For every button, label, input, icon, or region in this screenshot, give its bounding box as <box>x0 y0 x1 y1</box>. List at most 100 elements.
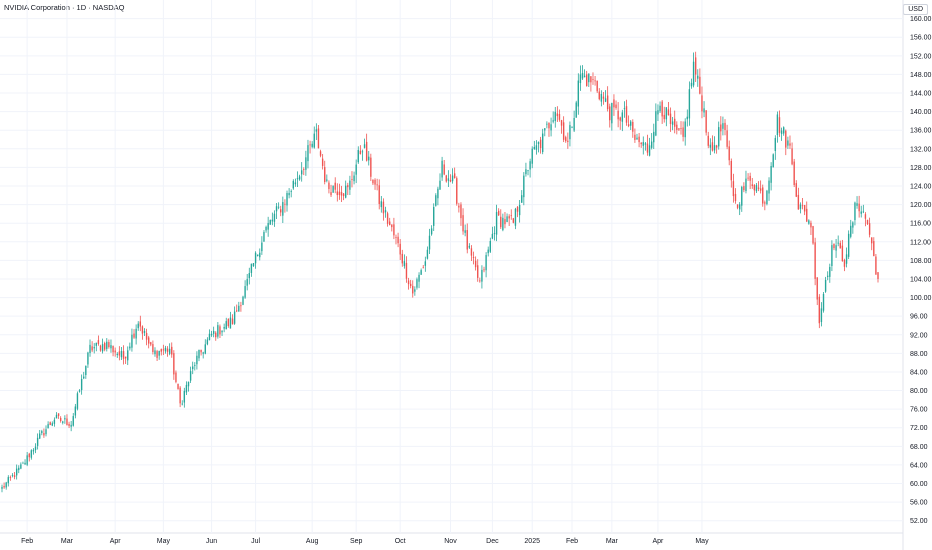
candle <box>734 188 737 204</box>
candle-body <box>97 340 100 344</box>
candle <box>51 421 53 427</box>
candle <box>49 421 51 426</box>
candle-body <box>856 203 858 206</box>
candle-body <box>269 220 271 225</box>
candle-body <box>646 143 649 153</box>
candle <box>290 189 292 198</box>
candle-body <box>755 185 758 192</box>
candle <box>300 162 303 182</box>
candle <box>11 473 14 478</box>
candle <box>451 168 454 184</box>
candle <box>426 246 429 260</box>
candle-body <box>724 122 726 131</box>
candle-body <box>774 138 777 151</box>
candle <box>554 106 556 128</box>
candle-body <box>150 342 152 345</box>
candle-body <box>349 180 351 190</box>
candle-body <box>103 343 106 350</box>
candle <box>265 225 267 233</box>
candle <box>401 249 403 267</box>
candle-body <box>217 325 219 337</box>
candle-body <box>152 344 154 353</box>
candle <box>3 482 5 489</box>
candle <box>799 202 802 214</box>
candle-body <box>718 127 720 147</box>
candle <box>862 204 865 214</box>
candle <box>334 177 336 194</box>
candle <box>812 225 814 245</box>
candle-body <box>556 113 559 117</box>
candle-body <box>265 226 267 231</box>
candle-body <box>177 383 179 389</box>
y-tick-label: 96.00 <box>910 314 928 321</box>
candle <box>30 449 33 460</box>
candle <box>91 341 93 353</box>
candle <box>638 133 640 148</box>
candle-body <box>487 249 489 254</box>
candle-body <box>579 74 582 84</box>
candle <box>741 185 743 212</box>
candle-body <box>34 446 37 451</box>
candle <box>370 153 372 182</box>
candle <box>776 111 779 143</box>
candle-body <box>697 75 699 79</box>
candle-body <box>108 342 110 348</box>
candle <box>852 221 854 234</box>
candle <box>428 228 431 254</box>
candle-body <box>703 108 705 113</box>
candle <box>43 428 45 438</box>
candle-body <box>824 279 827 292</box>
candle-body <box>382 201 385 214</box>
candle-body <box>759 188 762 191</box>
chart-title: NVIDIA Corporation · 1D · NASDAQ <box>4 3 125 12</box>
candle <box>147 335 150 349</box>
candle <box>309 140 311 154</box>
candle <box>732 173 735 203</box>
candle-body <box>789 143 791 146</box>
candle <box>749 172 751 190</box>
candle-body <box>181 403 183 405</box>
candle <box>674 110 676 134</box>
candle <box>152 340 154 355</box>
candle-body <box>1 486 3 489</box>
currency-label[interactable]: USD <box>903 4 928 15</box>
candle-body <box>816 277 818 300</box>
candle <box>808 219 810 225</box>
candle <box>114 347 116 357</box>
candle <box>99 344 102 352</box>
candle-body <box>292 180 295 189</box>
candle <box>460 202 462 226</box>
candle-body <box>223 326 225 329</box>
candle <box>256 254 259 257</box>
candle <box>621 109 624 132</box>
candle-body <box>160 349 162 352</box>
candle-body <box>447 178 450 181</box>
candle <box>9 475 12 481</box>
candle-body <box>753 184 756 191</box>
candle-body <box>357 149 359 163</box>
candle <box>648 137 651 157</box>
candle <box>816 277 818 306</box>
candle-body <box>238 305 240 312</box>
candle <box>688 81 691 126</box>
candle-body <box>585 74 588 87</box>
candle-body <box>546 123 548 125</box>
candle-body <box>749 175 751 181</box>
candle-body <box>267 223 269 230</box>
candle <box>866 219 869 225</box>
candle-body <box>854 202 856 221</box>
candle <box>443 160 445 176</box>
candle <box>565 135 567 143</box>
candle-body <box>78 390 81 392</box>
candle-body <box>3 486 5 488</box>
candle <box>212 326 215 338</box>
candle-body <box>168 348 171 354</box>
candle-body <box>28 453 30 458</box>
candle <box>791 142 793 166</box>
candle <box>192 361 194 375</box>
candle-body <box>694 57 697 75</box>
candle-body <box>189 371 192 381</box>
candle-body <box>453 173 456 179</box>
candle-body <box>504 219 506 225</box>
candle <box>210 330 213 337</box>
